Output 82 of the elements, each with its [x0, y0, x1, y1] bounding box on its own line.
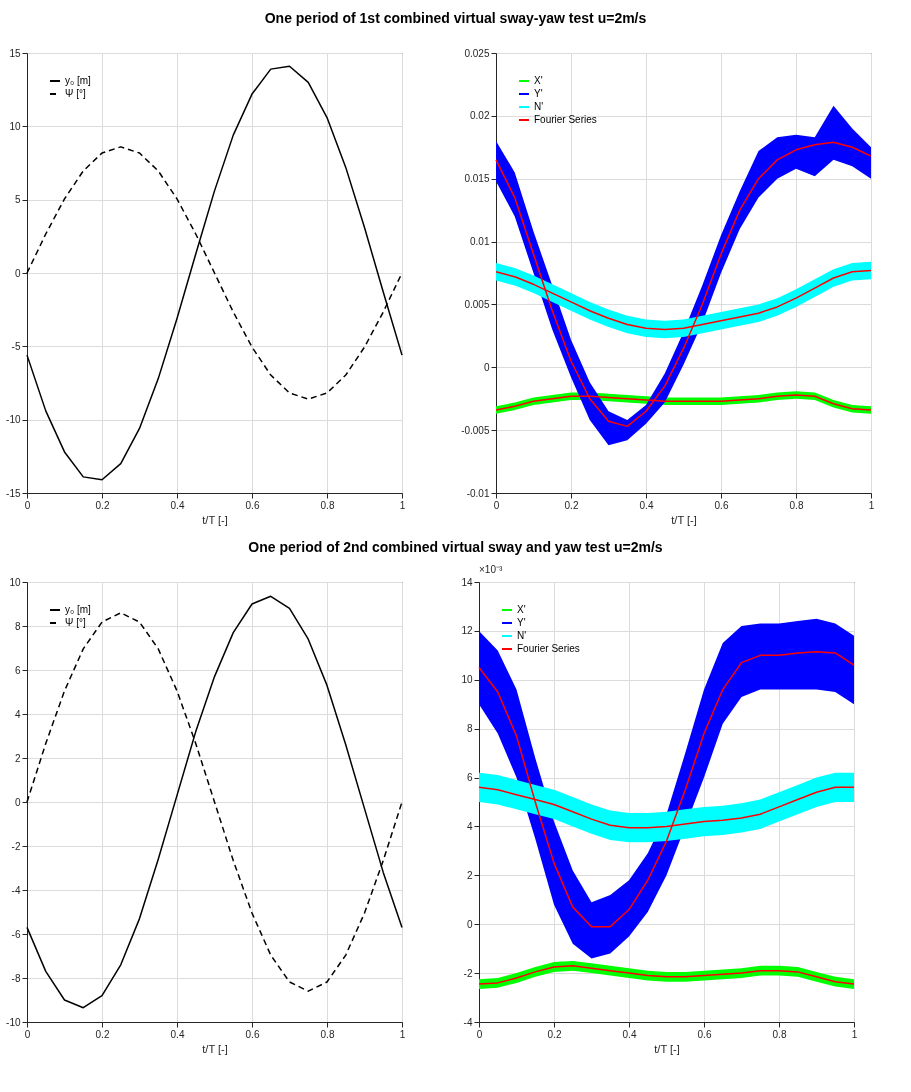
line-series [478, 965, 855, 985]
x-tick-label: 0.4 [639, 499, 654, 511]
x-tick-label: 1 [868, 499, 875, 511]
y-tick-label: 0 [14, 796, 21, 808]
x-tick-label: 0.2 [547, 1028, 562, 1040]
y-tick-label: 15 [9, 47, 21, 59]
line-series [495, 141, 872, 428]
x-tick-label: 0.2 [564, 499, 579, 511]
x-axis-title: t/T [-] [202, 513, 228, 526]
y-tick-label: -8 [11, 972, 21, 984]
x-tick-label: 0.4 [622, 1028, 637, 1040]
y-tick-label: 0.02 [470, 110, 490, 122]
y-tick-label: 0.015 [464, 173, 490, 185]
y-tick-label: -0.005 [461, 424, 490, 436]
x-tick-label: 0.2 [95, 499, 110, 511]
x-tick-label: 0.4 [170, 1028, 185, 1040]
x-tick-label: 0.6 [245, 1028, 260, 1040]
x-tick-label: 0 [493, 499, 500, 511]
x-tick-label: 0.4 [170, 499, 185, 511]
legend-label: Ψ [°] [65, 617, 86, 628]
x-tick-label: 0.8 [320, 1028, 335, 1040]
y-tick-label: 10 [9, 120, 21, 132]
y-tick-label: -4 [463, 1016, 473, 1028]
y-tick-label: 4 [14, 708, 21, 720]
y-tick-label: 14 [461, 576, 473, 588]
line-series [26, 65, 403, 481]
x-tick-label: 1 [399, 1028, 406, 1040]
y-tick-label: -6 [11, 928, 21, 940]
legend-label: y₀ [m] [65, 604, 92, 615]
x-tick-label: 0 [24, 499, 31, 511]
y-tick-label: 10 [461, 674, 473, 686]
y-tick-label: 10 [9, 576, 21, 588]
y-tick-label: -15 [6, 487, 21, 499]
x-tick-label: 0.6 [714, 499, 729, 511]
x-axis-title: t/T [-] [654, 1042, 680, 1055]
x-tick-label: 0.8 [320, 499, 335, 511]
x-tick-label: 0.2 [95, 1028, 110, 1040]
y-tick-label: -0.01 [466, 487, 490, 499]
x-tick-label: 1 [399, 499, 406, 511]
y-tick-label: 6 [14, 664, 21, 676]
y-tick-label: -2 [11, 840, 21, 852]
y-tick-label: 4 [466, 820, 473, 832]
y-tick-label: 12 [461, 625, 473, 637]
y-tick-label: 0.01 [470, 236, 490, 248]
y-tick-label: -2 [463, 967, 473, 979]
x-tick-label: 1 [851, 1028, 858, 1040]
x-tick-label: 0.6 [245, 499, 260, 511]
y-tick-label: 8 [14, 620, 21, 632]
line-series [478, 650, 855, 928]
text: One period of 1st combined virtual sway-yaw test u=2m/s [263, 9, 648, 28]
y-tick-label: 2 [14, 752, 21, 764]
legend-label: X' [517, 604, 526, 615]
legend-label: Ψ [°] [65, 88, 86, 99]
y-tick-label: -4 [11, 884, 21, 896]
y-tick-label: -10 [6, 1016, 21, 1028]
y-tick-label: -5 [11, 340, 21, 352]
legend-label: N' [534, 101, 544, 112]
x-axis-title: t/T [-] [202, 1042, 228, 1055]
legend-label: N' [517, 630, 527, 641]
y-tick-label: 8 [466, 723, 473, 735]
y-tick-label: 0 [466, 918, 473, 930]
y-tick-label: 0.025 [464, 47, 490, 59]
legend-label: Fourier Series [517, 643, 580, 654]
legend-label: X' [534, 75, 543, 86]
y-tick-label: 6 [466, 772, 473, 784]
x-tick-label: 0.8 [772, 1028, 787, 1040]
x-tick-label: 0 [24, 1028, 31, 1040]
y-tick-label: 0 [483, 361, 490, 373]
x-tick-label: 0.8 [789, 499, 804, 511]
y-tick-label: 5 [14, 194, 21, 206]
x-axis-title: t/T [-] [671, 513, 697, 526]
y-tick-label: -10 [6, 414, 21, 426]
x-tick-label: 0.6 [697, 1028, 712, 1040]
legend-label: Fourier Series [534, 114, 597, 125]
y-tick-label: 0.005 [464, 298, 490, 310]
text: One period of 2nd combined virtual sway and yaw test u=2m/s [247, 538, 664, 557]
y-tick-label: 2 [466, 869, 473, 881]
y-tick-label: 0 [14, 267, 21, 279]
legend-label: Y' [517, 617, 526, 628]
text: ×10⁻³ [479, 564, 503, 575]
legend-label: y₀ [m] [65, 75, 92, 86]
legend-label: Y' [534, 88, 543, 99]
